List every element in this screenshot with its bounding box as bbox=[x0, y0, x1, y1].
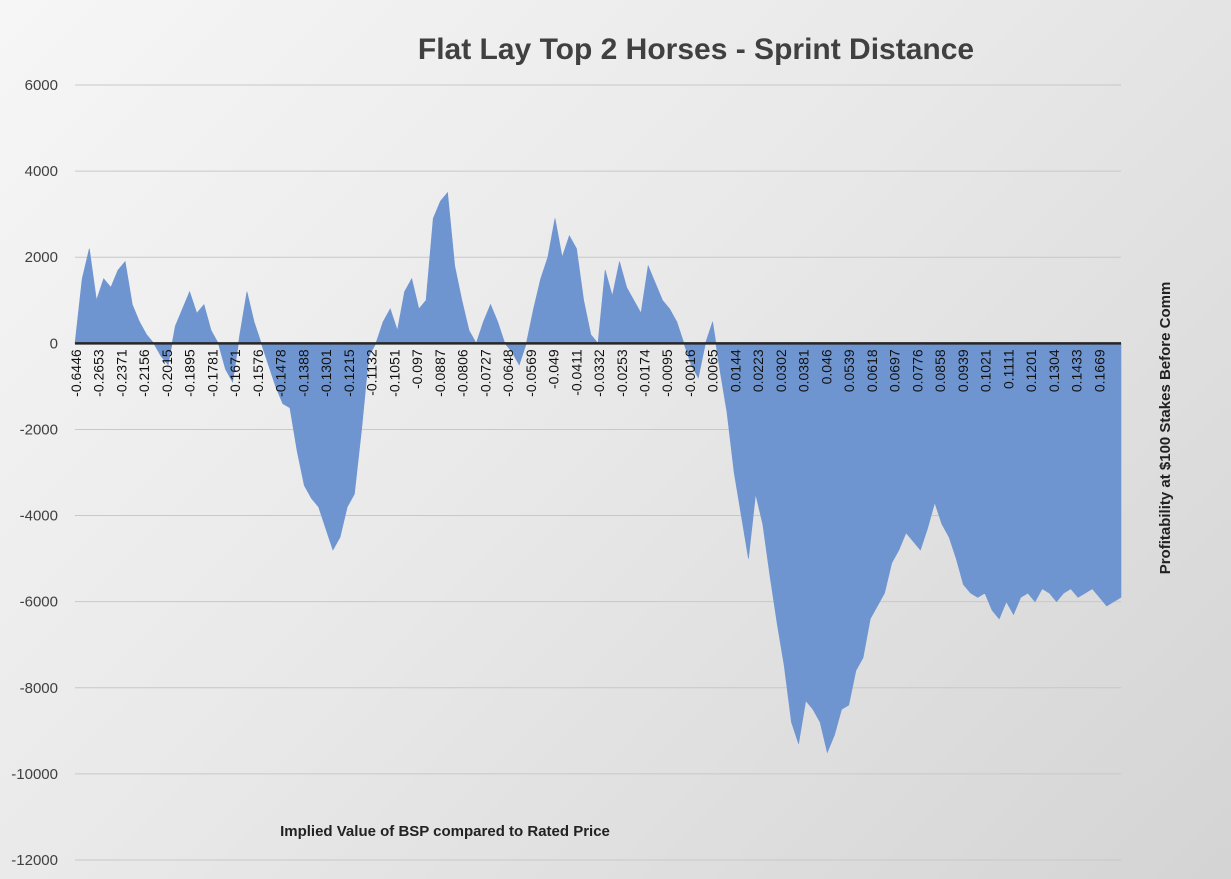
x-tick-label: 0.0776 bbox=[909, 349, 925, 392]
x-tick-label: -0.0174 bbox=[637, 349, 653, 397]
y-tick-label: -10000 bbox=[11, 766, 58, 783]
y-tick-label: -8000 bbox=[20, 680, 58, 697]
y-tick-label: 6000 bbox=[25, 77, 58, 94]
x-tick-label: -0.049 bbox=[546, 349, 562, 389]
x-tick-label: 0.0223 bbox=[750, 349, 766, 392]
x-tick-label: -0.097 bbox=[409, 349, 425, 389]
x-tick-label: -0.0253 bbox=[614, 349, 630, 397]
area-series bbox=[74, 191, 1122, 754]
x-tick-label: 0.0539 bbox=[841, 349, 857, 392]
x-axis-label: Implied Value of BSP compared to Rated P… bbox=[280, 823, 610, 840]
x-tick-label: 0.0381 bbox=[796, 349, 812, 392]
x-tick-label: -0.0727 bbox=[477, 349, 493, 397]
x-axis-ticks: -0.6446 -0.2653 -0.2371 -0.2156 -0.2015 -0.18… bbox=[68, 349, 1107, 397]
x-tick-label: -0.6446 bbox=[68, 349, 84, 397]
x-tick-label: -0.1895 bbox=[182, 349, 198, 397]
y-tick-label: -4000 bbox=[20, 508, 58, 525]
x-tick-label: -0.1301 bbox=[318, 349, 334, 397]
x-tick-label: 0.1669 bbox=[1091, 349, 1107, 392]
x-tick-label: -0.0332 bbox=[591, 349, 607, 397]
x-tick-label: 0.0618 bbox=[864, 349, 880, 392]
y-tick-label: 4000 bbox=[25, 163, 58, 180]
x-tick-label: -0.2653 bbox=[91, 349, 107, 397]
y-tick-label: 2000 bbox=[25, 249, 58, 266]
x-tick-label: 0.0065 bbox=[705, 349, 721, 392]
x-tick-label: -0.2156 bbox=[136, 349, 152, 397]
x-tick-label: -0.0569 bbox=[523, 349, 539, 397]
x-tick-label: -0.1671 bbox=[227, 349, 243, 397]
y-tick-label: -2000 bbox=[20, 421, 58, 438]
x-tick-label: -0.1478 bbox=[273, 349, 289, 397]
x-tick-label: 0.0697 bbox=[887, 349, 903, 392]
gridlines bbox=[75, 84, 1121, 861]
y-tick-label: 0 bbox=[50, 335, 58, 352]
x-tick-label: -0.0806 bbox=[455, 349, 471, 397]
x-tick-label: 0.1433 bbox=[1069, 349, 1085, 392]
chart-title: Flat Lay Top 2 Horses - Sprint Distance bbox=[418, 33, 974, 66]
x-tick-label: -0.1215 bbox=[341, 349, 357, 397]
x-tick-label: 0.0858 bbox=[932, 349, 948, 392]
x-tick-label: -0.1781 bbox=[204, 349, 220, 397]
x-tick-label: -0.0411 bbox=[568, 349, 584, 396]
x-tick-label: -0.1388 bbox=[295, 349, 311, 397]
x-tick-label: -0.2015 bbox=[159, 349, 175, 397]
x-tick-label: 0.046 bbox=[818, 349, 834, 384]
x-tick-label: -0.1051 bbox=[386, 349, 402, 397]
y-axis-ticks: 6000 4000 2000 0 -2000 -4000 -6000 -8000 -10000 -… bbox=[11, 77, 58, 869]
x-tick-label: 0.0144 bbox=[727, 349, 743, 392]
y-tick-label: -12000 bbox=[11, 852, 58, 869]
x-tick-label: 0.1021 bbox=[978, 349, 994, 392]
x-tick-label: -0.1576 bbox=[250, 349, 266, 397]
x-tick-label: 0.1111 bbox=[1000, 349, 1016, 389]
x-tick-label: 0.1304 bbox=[1046, 349, 1062, 392]
area-series-fill bbox=[74, 191, 1122, 754]
x-tick-label: 0.0939 bbox=[955, 349, 971, 392]
x-tick-label: -0.0648 bbox=[500, 349, 516, 397]
x-tick-label: 0.1201 bbox=[1023, 349, 1039, 392]
x-tick-label: -0.1132 bbox=[364, 349, 380, 396]
x-tick-label: -0.0016 bbox=[682, 349, 698, 397]
x-tick-label: -0.2371 bbox=[113, 349, 129, 397]
x-tick-label: -0.0095 bbox=[659, 349, 675, 397]
y-axis-label: Profitability at $100 Stakes Before Comm bbox=[1157, 282, 1174, 575]
x-tick-label: 0.0302 bbox=[773, 349, 789, 392]
y-tick-label: -6000 bbox=[20, 594, 58, 611]
x-tick-label: -0.0887 bbox=[432, 349, 448, 397]
